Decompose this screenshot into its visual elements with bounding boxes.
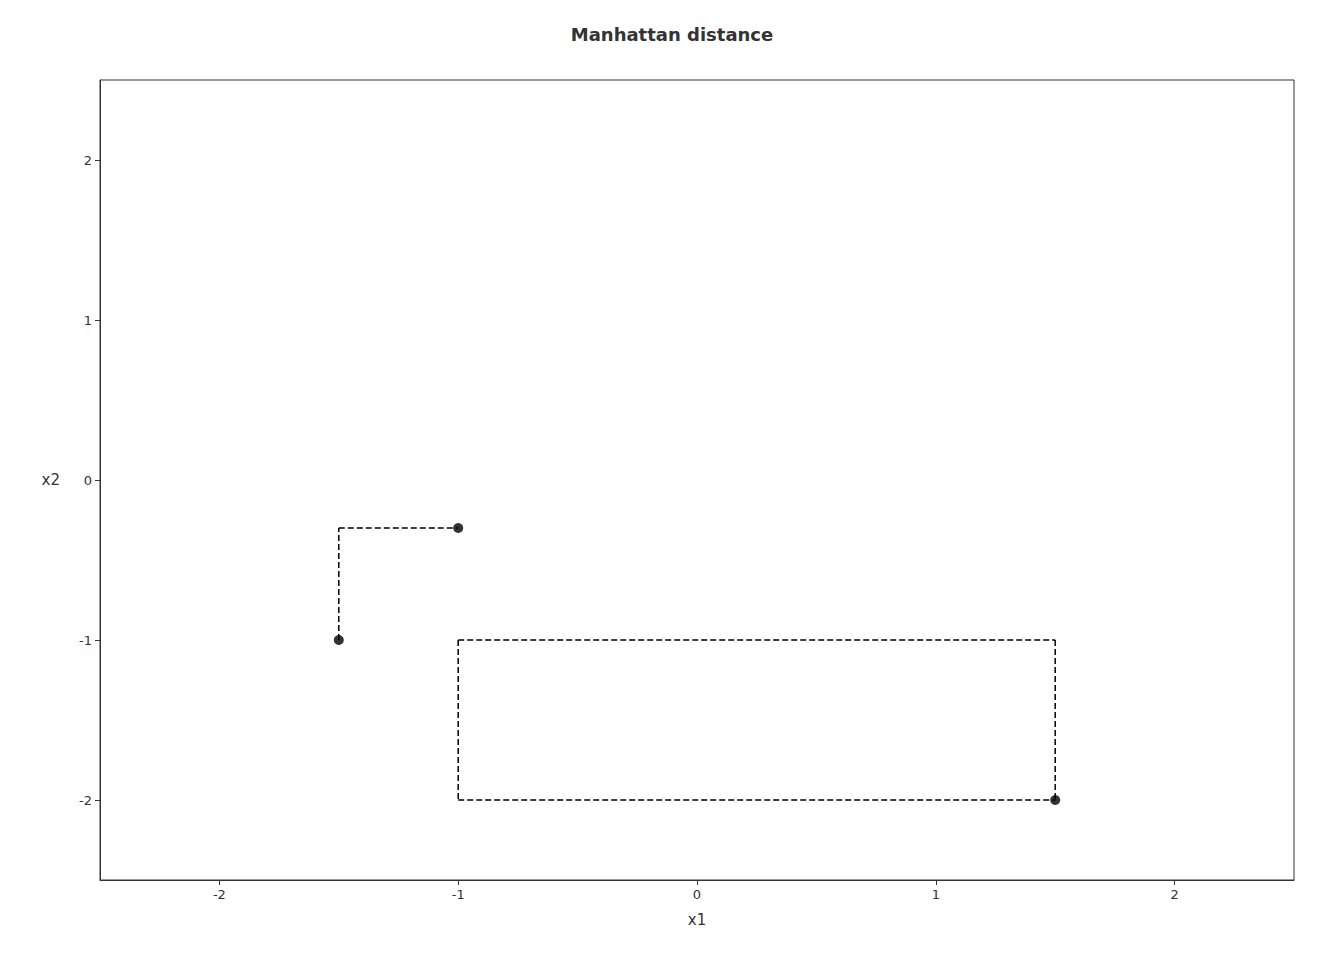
svg-text:-2: -2	[79, 793, 92, 808]
svg-text:0: 0	[693, 887, 701, 902]
svg-text:-1: -1	[79, 633, 92, 648]
svg-text:x1: x1	[688, 911, 706, 929]
svg-text:1: 1	[84, 313, 92, 328]
svg-text:2: 2	[84, 153, 92, 168]
svg-text:1: 1	[932, 887, 940, 902]
svg-text:Manhattan distance: Manhattan distance	[571, 24, 773, 45]
svg-text:-1: -1	[452, 887, 465, 902]
svg-text:-2: -2	[213, 887, 226, 902]
svg-text:0: 0	[84, 473, 92, 488]
svg-text:x2: x2	[42, 471, 60, 489]
svg-text:2: 2	[1170, 887, 1178, 902]
